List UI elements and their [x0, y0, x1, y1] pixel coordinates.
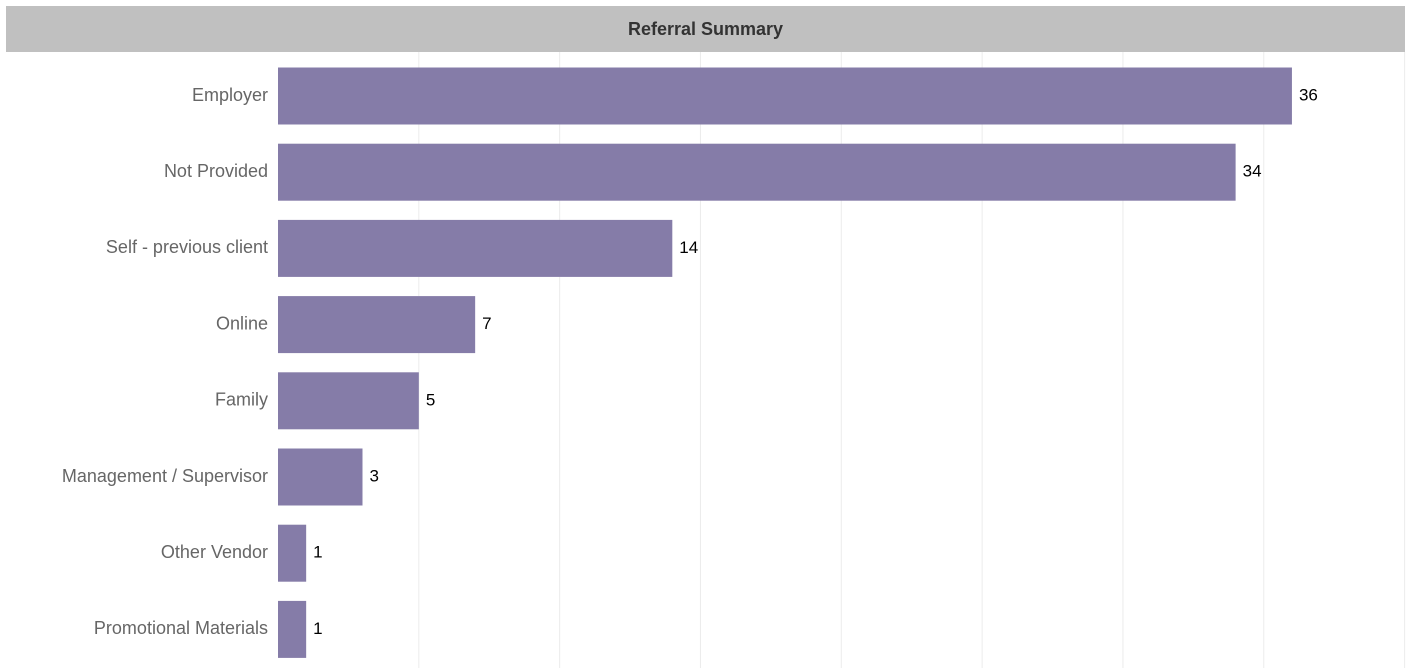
bar[interactable]	[278, 600, 307, 658]
category-label: Not Provided	[164, 161, 268, 181]
bar[interactable]	[278, 448, 363, 506]
category-label: Promotional Materials	[94, 618, 268, 638]
bar[interactable]	[278, 143, 1236, 201]
chart-title: Referral Summary	[627, 18, 784, 39]
value-label: 36	[1299, 85, 1318, 104]
value-label: 1	[313, 619, 322, 638]
category-label: Self - previous client	[106, 237, 268, 257]
category-label: Online	[216, 313, 268, 333]
value-label: 5	[426, 390, 435, 409]
value-label: 1	[313, 543, 322, 562]
value-label: 14	[679, 238, 698, 257]
chart-title-bar: Referral Summary	[6, 6, 1405, 52]
value-label: 3	[369, 466, 378, 485]
bar[interactable]	[278, 372, 419, 430]
bar[interactable]	[278, 219, 673, 277]
bar[interactable]	[278, 524, 307, 582]
category-label: Other Vendor	[161, 542, 268, 562]
category-label: Management / Supervisor	[62, 466, 268, 486]
category-label: Family	[215, 390, 268, 410]
bar[interactable]	[278, 296, 476, 354]
bar[interactable]	[278, 67, 1292, 125]
value-label: 34	[1243, 162, 1262, 181]
category-label: Employer	[192, 85, 268, 105]
value-label: 7	[482, 314, 491, 333]
